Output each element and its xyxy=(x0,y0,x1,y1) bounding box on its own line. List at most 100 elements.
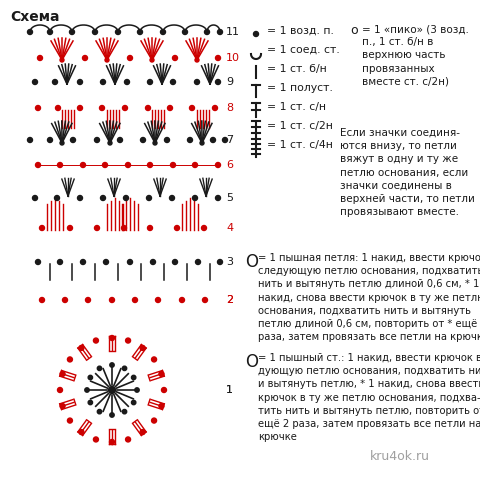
Circle shape xyxy=(192,196,197,200)
Text: 3: 3 xyxy=(226,257,233,267)
Circle shape xyxy=(109,336,115,340)
Circle shape xyxy=(100,196,106,200)
Circle shape xyxy=(132,297,137,303)
Circle shape xyxy=(94,437,98,442)
Text: = 1 «пико» (3 возд.
п., 1 ст. б/н в
верхнюю часть
провязанных
вместе ст. с/2н): = 1 «пико» (3 возд. п., 1 ст. б/н в верх… xyxy=(362,24,469,87)
Circle shape xyxy=(216,55,220,61)
Circle shape xyxy=(153,141,157,145)
Circle shape xyxy=(60,58,64,62)
Circle shape xyxy=(77,196,83,200)
Circle shape xyxy=(216,163,220,167)
Text: = 1 ст. с/4н: = 1 ст. с/4н xyxy=(267,140,333,150)
Circle shape xyxy=(132,375,136,380)
Text: = 1 пышный ст.: 1 накид, ввести крючок в сле-
дующую петлю основания, подхватить: = 1 пышный ст.: 1 накид, ввести крючок в… xyxy=(258,353,480,442)
Circle shape xyxy=(172,260,178,264)
Circle shape xyxy=(128,260,132,264)
Circle shape xyxy=(39,297,45,303)
Circle shape xyxy=(36,106,40,110)
Circle shape xyxy=(67,357,72,362)
Circle shape xyxy=(56,106,60,110)
Text: 2: 2 xyxy=(226,295,233,305)
Text: 6: 6 xyxy=(226,160,233,170)
Circle shape xyxy=(216,196,220,200)
Circle shape xyxy=(116,30,120,34)
Circle shape xyxy=(83,55,87,61)
Circle shape xyxy=(137,30,143,34)
Circle shape xyxy=(103,163,108,167)
Circle shape xyxy=(33,196,37,200)
Circle shape xyxy=(108,387,116,393)
Circle shape xyxy=(128,55,132,61)
Text: 5: 5 xyxy=(226,193,233,203)
Circle shape xyxy=(147,226,153,230)
Text: = 1 ст. с/2н: = 1 ст. с/2н xyxy=(267,121,333,131)
Circle shape xyxy=(122,106,128,110)
Text: = 1 полуст.: = 1 полуст. xyxy=(267,83,333,93)
Circle shape xyxy=(95,138,99,142)
Circle shape xyxy=(150,58,154,62)
Circle shape xyxy=(175,226,180,230)
Text: = 1 пышная петля: 1 накид, ввести крючок в
следующую петлю основания, подхватить: = 1 пышная петля: 1 накид, ввести крючок… xyxy=(258,253,480,342)
Text: = 1 возд. п.: = 1 возд. п. xyxy=(267,26,334,36)
Text: kru4ok.ru: kru4ok.ru xyxy=(370,450,430,463)
Circle shape xyxy=(147,79,153,85)
Circle shape xyxy=(156,297,160,303)
Circle shape xyxy=(104,260,108,264)
Circle shape xyxy=(58,388,62,392)
Circle shape xyxy=(200,141,204,145)
Circle shape xyxy=(216,79,220,85)
Circle shape xyxy=(36,163,40,167)
Circle shape xyxy=(93,30,97,34)
Circle shape xyxy=(109,439,115,445)
Text: 7: 7 xyxy=(226,135,233,145)
Text: 10: 10 xyxy=(226,53,240,63)
Circle shape xyxy=(223,138,228,142)
Circle shape xyxy=(165,138,169,142)
Circle shape xyxy=(85,297,91,303)
Circle shape xyxy=(180,297,184,303)
Circle shape xyxy=(58,163,62,167)
Circle shape xyxy=(108,141,112,145)
Circle shape xyxy=(203,297,207,303)
Circle shape xyxy=(62,297,68,303)
Circle shape xyxy=(253,32,259,36)
Circle shape xyxy=(213,106,217,110)
Circle shape xyxy=(126,338,131,343)
Circle shape xyxy=(169,196,175,200)
Circle shape xyxy=(52,79,58,85)
Circle shape xyxy=(39,226,45,230)
Circle shape xyxy=(122,366,127,370)
Text: = 1 ст. с/н: = 1 ст. с/н xyxy=(267,102,326,112)
Circle shape xyxy=(81,163,85,167)
Text: O: O xyxy=(245,253,258,271)
Text: = 1 ст. б/н: = 1 ст. б/н xyxy=(267,64,327,74)
Circle shape xyxy=(124,79,130,85)
Circle shape xyxy=(48,138,52,142)
Circle shape xyxy=(140,346,145,350)
Circle shape xyxy=(122,410,127,414)
Circle shape xyxy=(118,138,122,142)
Circle shape xyxy=(190,106,194,110)
Circle shape xyxy=(85,388,89,392)
Text: Схема: Схема xyxy=(10,10,60,24)
Circle shape xyxy=(132,400,136,405)
Circle shape xyxy=(68,226,72,230)
Text: 4: 4 xyxy=(226,223,233,233)
Circle shape xyxy=(170,163,176,167)
Circle shape xyxy=(58,260,62,264)
Circle shape xyxy=(94,338,98,343)
Circle shape xyxy=(182,30,188,34)
Circle shape xyxy=(88,375,93,380)
Text: 1: 1 xyxy=(226,385,233,395)
Circle shape xyxy=(147,163,153,167)
Circle shape xyxy=(109,297,115,303)
Circle shape xyxy=(192,163,197,167)
Circle shape xyxy=(160,30,166,34)
Circle shape xyxy=(195,58,199,62)
Circle shape xyxy=(159,403,164,409)
Circle shape xyxy=(217,260,223,264)
Circle shape xyxy=(33,79,37,85)
Circle shape xyxy=(151,260,156,264)
Circle shape xyxy=(77,79,83,85)
Circle shape xyxy=(70,30,74,34)
